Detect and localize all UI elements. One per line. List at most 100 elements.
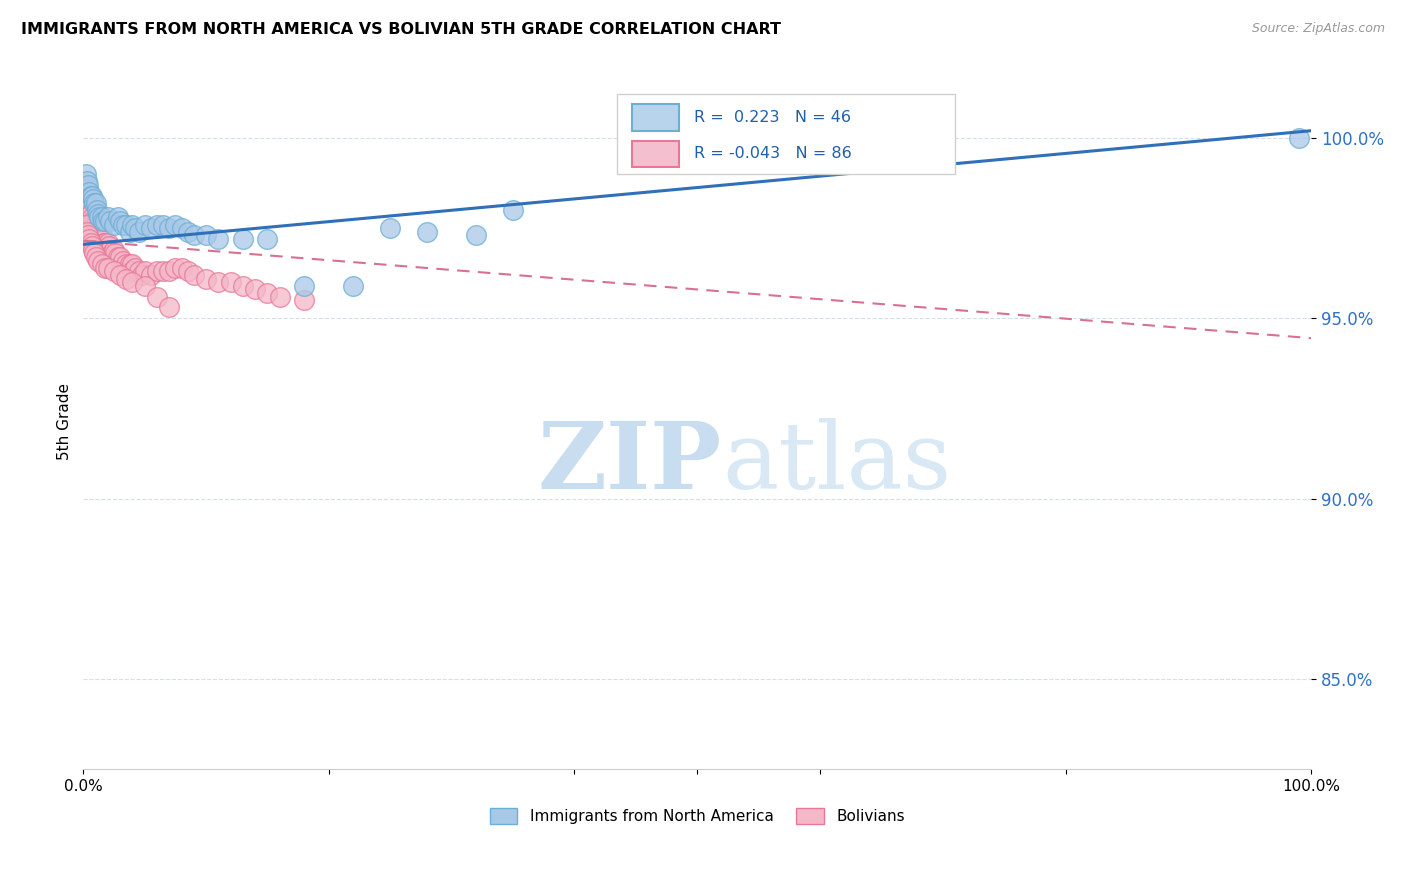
Point bbox=[79, 214, 101, 228]
Point bbox=[77, 178, 100, 192]
Point bbox=[97, 235, 120, 250]
Point bbox=[80, 218, 103, 232]
Point bbox=[79, 188, 101, 202]
Point bbox=[183, 228, 205, 243]
Text: ZIP: ZIP bbox=[537, 418, 721, 508]
Point bbox=[84, 218, 107, 232]
FancyBboxPatch shape bbox=[633, 141, 679, 167]
Point bbox=[96, 239, 118, 253]
Point bbox=[98, 243, 121, 257]
Point bbox=[146, 264, 169, 278]
Text: IMMIGRANTS FROM NORTH AMERICA VS BOLIVIAN 5TH GRADE CORRELATION CHART: IMMIGRANTS FROM NORTH AMERICA VS BOLIVIA… bbox=[21, 22, 782, 37]
Point bbox=[79, 232, 101, 246]
Point bbox=[103, 218, 125, 232]
Point bbox=[108, 250, 131, 264]
Point bbox=[176, 264, 198, 278]
Point bbox=[134, 264, 156, 278]
Point bbox=[128, 264, 150, 278]
Point bbox=[87, 221, 110, 235]
Point bbox=[82, 221, 104, 235]
Point bbox=[91, 232, 114, 246]
Point bbox=[89, 225, 111, 239]
Point bbox=[77, 207, 100, 221]
Point bbox=[146, 218, 169, 232]
Point bbox=[269, 290, 291, 304]
Point bbox=[183, 268, 205, 282]
Point bbox=[90, 211, 112, 225]
Point bbox=[245, 282, 267, 296]
Point bbox=[84, 195, 107, 210]
Point bbox=[134, 218, 156, 232]
Point bbox=[170, 221, 193, 235]
Point bbox=[118, 225, 141, 239]
Point bbox=[118, 257, 141, 271]
Text: Source: ZipAtlas.com: Source: ZipAtlas.com bbox=[1251, 22, 1385, 36]
Point bbox=[176, 225, 198, 239]
Point bbox=[79, 235, 101, 250]
Point bbox=[465, 228, 488, 243]
Point bbox=[89, 211, 111, 225]
Point bbox=[195, 228, 218, 243]
Point bbox=[152, 264, 174, 278]
Point bbox=[91, 214, 114, 228]
Point bbox=[76, 203, 98, 218]
Point bbox=[97, 260, 120, 275]
Point bbox=[87, 207, 110, 221]
Point bbox=[80, 188, 103, 202]
Point bbox=[111, 253, 134, 268]
Point bbox=[342, 278, 364, 293]
Point bbox=[94, 235, 117, 250]
Point bbox=[90, 228, 112, 243]
Point bbox=[157, 221, 180, 235]
Point bbox=[98, 239, 121, 253]
Point bbox=[75, 188, 97, 202]
Point bbox=[115, 271, 138, 285]
Point bbox=[146, 290, 169, 304]
Point bbox=[139, 221, 162, 235]
Text: R =  0.223   N = 46: R = 0.223 N = 46 bbox=[693, 110, 851, 125]
Point bbox=[79, 214, 101, 228]
Point bbox=[89, 232, 111, 246]
Point bbox=[75, 195, 97, 210]
Point bbox=[75, 203, 97, 218]
Point bbox=[77, 199, 100, 213]
Point bbox=[219, 275, 242, 289]
Point bbox=[83, 246, 105, 260]
Point bbox=[292, 293, 315, 308]
Point bbox=[380, 221, 402, 235]
Point bbox=[139, 268, 162, 282]
Point bbox=[232, 278, 254, 293]
Point bbox=[104, 246, 127, 260]
Point bbox=[79, 207, 101, 221]
Point bbox=[100, 246, 122, 260]
Point bbox=[121, 218, 143, 232]
Point bbox=[83, 195, 105, 210]
Point bbox=[87, 228, 110, 243]
Point bbox=[89, 228, 111, 243]
Point bbox=[121, 257, 143, 271]
Point bbox=[97, 243, 120, 257]
Point bbox=[207, 275, 229, 289]
Point bbox=[83, 225, 105, 239]
Point bbox=[76, 174, 98, 188]
Point bbox=[79, 207, 101, 221]
Point bbox=[108, 268, 131, 282]
Point bbox=[86, 221, 108, 235]
Point bbox=[97, 211, 120, 225]
Text: R = -0.043   N = 86: R = -0.043 N = 86 bbox=[693, 146, 852, 161]
Point bbox=[79, 199, 101, 213]
Point bbox=[207, 232, 229, 246]
Point bbox=[86, 203, 108, 218]
Point bbox=[98, 214, 121, 228]
Point bbox=[90, 257, 112, 271]
Point bbox=[502, 203, 524, 218]
Point bbox=[107, 211, 129, 225]
Point bbox=[80, 211, 103, 225]
Point bbox=[152, 218, 174, 232]
Point bbox=[84, 250, 107, 264]
Y-axis label: 5th Grade: 5th Grade bbox=[58, 383, 72, 459]
Point bbox=[115, 257, 138, 271]
Point bbox=[124, 260, 146, 275]
Point bbox=[107, 250, 129, 264]
Point bbox=[76, 195, 98, 210]
